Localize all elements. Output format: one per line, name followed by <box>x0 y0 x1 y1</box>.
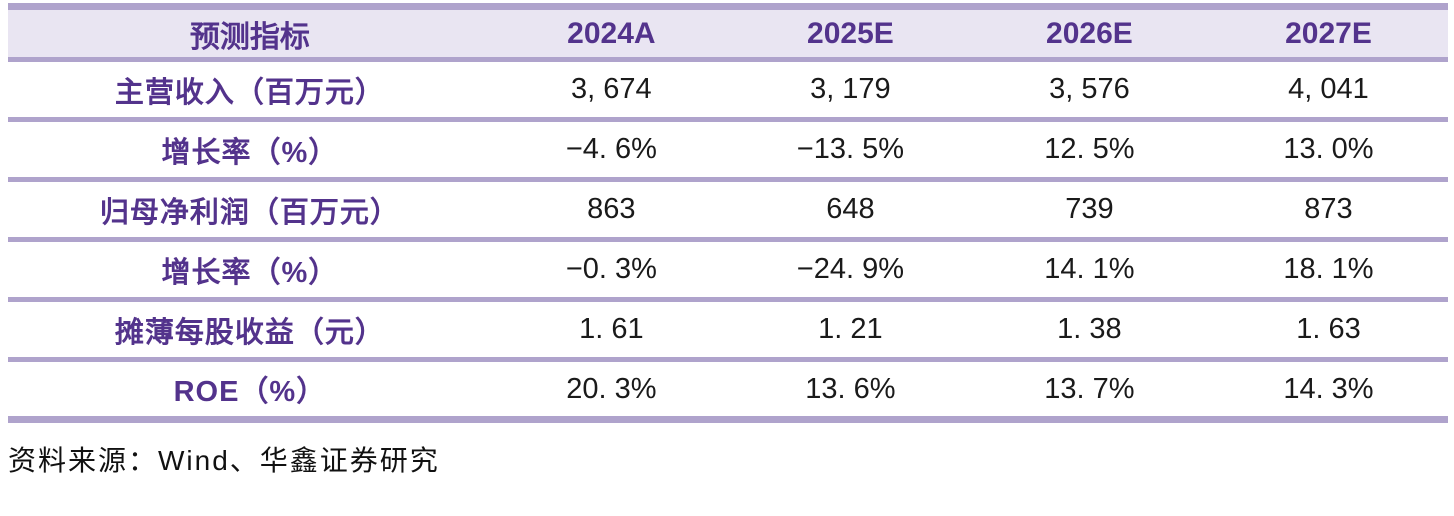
cell-value: 3, 179 <box>810 73 891 105</box>
cell-value: 4, 041 <box>1288 73 1369 105</box>
row-label-net-profit: 归母净利润（百万元） <box>99 196 400 229</box>
cell-value: −0. 3% <box>565 253 657 285</box>
table-row-revenue-growth: 增长率（%） −4. 6% −13. 5% 12. 5% 13. 0% <box>8 120 1448 180</box>
cell-value: −13. 5% <box>796 133 904 165</box>
cell-value: 3, 674 <box>571 73 652 105</box>
cell-value: 739 <box>1065 193 1114 225</box>
cell-value: 3, 576 <box>1049 73 1130 105</box>
cell-value: 863 <box>587 193 636 225</box>
header-cell-2024a: 2024A <box>567 16 656 50</box>
source-note: 资料来源：Wind、华鑫证券研究 <box>8 445 440 476</box>
table-row-revenue: 主营收入（百万元） 3, 674 3, 179 3, 576 4, 041 <box>8 60 1448 120</box>
cell-value: 1. 61 <box>579 313 644 345</box>
cell-value: −4. 6% <box>565 133 657 165</box>
row-label-diluted-eps: 摊薄每股收益（元） <box>114 316 385 349</box>
row-label-profit-growth: 增长率（%） <box>161 256 339 289</box>
cell-value: 20. 3% <box>566 372 657 405</box>
forecast-table: 预测指标 2024A 2025E 2026E 2027E 主营收入（百万元） 3… <box>8 3 1448 423</box>
cell-value: 648 <box>826 193 875 225</box>
table-row-profit-growth: 增长率（%） −0. 3% −24. 9% 14. 1% 18. 1% <box>8 240 1448 300</box>
table-row-diluted-eps: 摊薄每股收益（元） 1. 61 1. 21 1. 38 1. 63 <box>8 300 1448 360</box>
cell-value: 1. 38 <box>1057 313 1122 345</box>
cell-value: 873 <box>1304 193 1353 225</box>
cell-value: 12. 5% <box>1044 133 1135 165</box>
table-row-roe: ROE（%） 20. 3% 13. 6% 13. 7% 14. 3% <box>8 360 1448 420</box>
row-label-roe: ROE（%） <box>173 376 327 408</box>
cell-value: 13. 6% <box>805 372 896 405</box>
header-cell-2026e: 2026E <box>1046 16 1133 50</box>
table-row-net-profit: 归母净利润（百万元） 863 648 739 873 <box>8 180 1448 240</box>
row-label-revenue-growth: 增长率（%） <box>161 136 339 169</box>
cell-value: 14. 1% <box>1044 253 1135 285</box>
header-cell-2027e: 2027E <box>1285 16 1372 50</box>
cell-value: 1. 21 <box>818 313 883 345</box>
header-cell-2025e: 2025E <box>807 16 894 50</box>
cell-value: 14. 3% <box>1283 372 1374 405</box>
cell-value: 18. 1% <box>1283 253 1374 285</box>
header-cell-indicator: 预测指标 <box>189 20 310 54</box>
table-header-row: 预测指标 2024A 2025E 2026E 2027E <box>8 6 1448 60</box>
cell-value: 13. 0% <box>1283 133 1374 165</box>
cell-value: −24. 9% <box>796 253 904 285</box>
row-label-revenue: 主营收入（百万元） <box>114 76 385 109</box>
cell-value: 13. 7% <box>1044 372 1135 405</box>
cell-value: 1. 63 <box>1296 313 1361 345</box>
